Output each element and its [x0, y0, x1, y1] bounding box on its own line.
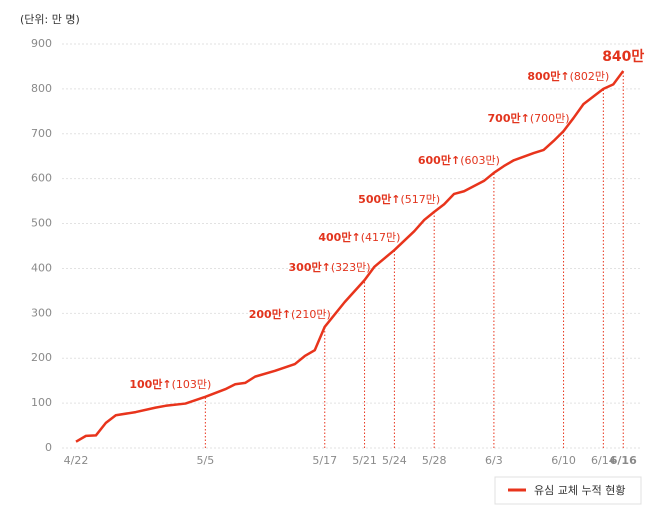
annotation-detail: (700만) [530, 112, 570, 125]
x-tick-label: 6/14 [591, 454, 616, 467]
legend: 유심 교체 누적 현황 [494, 476, 642, 505]
y-tick-label: 100 [31, 396, 52, 409]
x-tick-label: 6/16 [610, 454, 637, 467]
annotation-label: 300만↑ [289, 260, 331, 274]
x-tick-label: 5/28 [422, 454, 447, 467]
x-tick-label: 5/24 [382, 454, 407, 467]
x-tick-label: 5/17 [312, 454, 337, 467]
y-tick-label: 500 [31, 217, 52, 230]
annotation-detail: (603만) [460, 154, 500, 167]
final-label: 840만 [602, 49, 644, 65]
annotation: 700만↑(700만) [488, 111, 570, 125]
x-tick-label: 4/22 [64, 454, 89, 467]
annotation: 100만↑(103만) [129, 377, 211, 391]
annotation-label: 200만↑ [249, 307, 291, 321]
annotation-detail: (517만) [400, 193, 440, 206]
annotation-label: 100만↑ [129, 377, 171, 391]
annotation-detail: (417만) [361, 231, 401, 244]
annotation-label: 400만↑ [318, 230, 360, 244]
annotation-detail: (210만) [291, 308, 331, 321]
y-tick-label: 700 [31, 127, 52, 140]
x-tick-label: 5/21 [352, 454, 377, 467]
annotation-detail: (323만) [331, 261, 371, 274]
annotation: 400만↑(417만) [318, 230, 400, 244]
unit-label: (단위: 만 명) [20, 13, 80, 26]
x-tick-label: 6/10 [551, 454, 576, 467]
annotation: 300만↑(323만) [289, 260, 371, 274]
x-tick-label: 5/5 [196, 454, 214, 467]
y-tick-label: 0 [45, 441, 52, 454]
y-tick-label: 800 [31, 82, 52, 95]
x-tick-label: 6/3 [485, 454, 503, 467]
y-tick-label: 400 [31, 261, 52, 274]
annotation: 600만↑(603만) [418, 153, 500, 167]
y-tick-label: 200 [31, 351, 52, 364]
annotation-detail: (802만) [570, 70, 610, 83]
data-line [75, 70, 625, 443]
y-tick-label: 300 [31, 306, 52, 319]
annotation-label: 600만↑ [418, 153, 460, 167]
annotation-label: 500만↑ [358, 192, 400, 206]
y-tick-label: 900 [31, 37, 52, 50]
legend-label: 유심 교체 누적 현황 [534, 484, 625, 497]
annotation: 500만↑(517만) [358, 192, 440, 206]
annotation-label: 800만↑ [527, 69, 569, 83]
annotation-label: 700만↑ [488, 111, 530, 125]
annotation-detail: (103만) [172, 378, 212, 391]
annotation: 800만↑(802만) [527, 69, 609, 83]
annotation: 200만↑(210만) [249, 307, 331, 321]
y-tick-label: 600 [31, 172, 52, 185]
